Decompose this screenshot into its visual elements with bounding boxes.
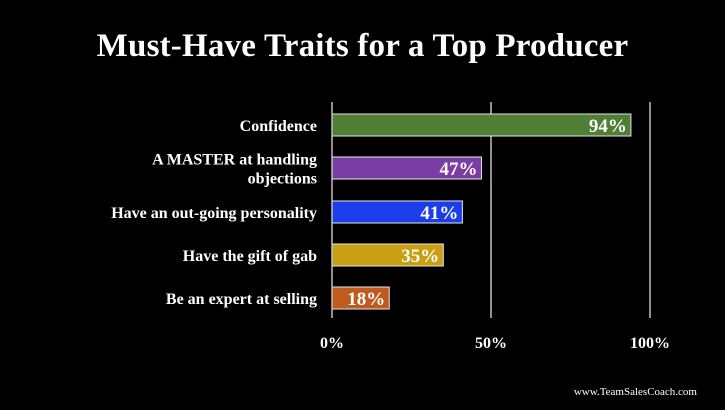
value-label-2: 47% [439, 159, 477, 180]
category-label-5: Be an expert at selling [166, 291, 317, 308]
x-tick-label-1: 50% [475, 335, 507, 352]
value-label-1: 94% [589, 116, 627, 137]
value-label-3: 41% [420, 203, 458, 224]
x-tick-label-0: 0% [320, 335, 344, 352]
category-label-1: Confidence [240, 118, 317, 135]
website-footer: www.TeamSalesCoach.com [573, 386, 697, 398]
value-label-5: 18% [347, 289, 385, 310]
value-label-4: 35% [401, 246, 439, 267]
category-label-3: Have an out-going personality [111, 205, 317, 222]
bar-1 [331, 113, 632, 137]
category-label-4: Have the gift of gab [183, 248, 317, 265]
x-tick-label-2: 100% [630, 335, 670, 352]
category-label-2: A MASTER at handling objections [152, 152, 317, 188]
chart-title: Must-Have Traits for a Top Producer [96, 28, 629, 64]
